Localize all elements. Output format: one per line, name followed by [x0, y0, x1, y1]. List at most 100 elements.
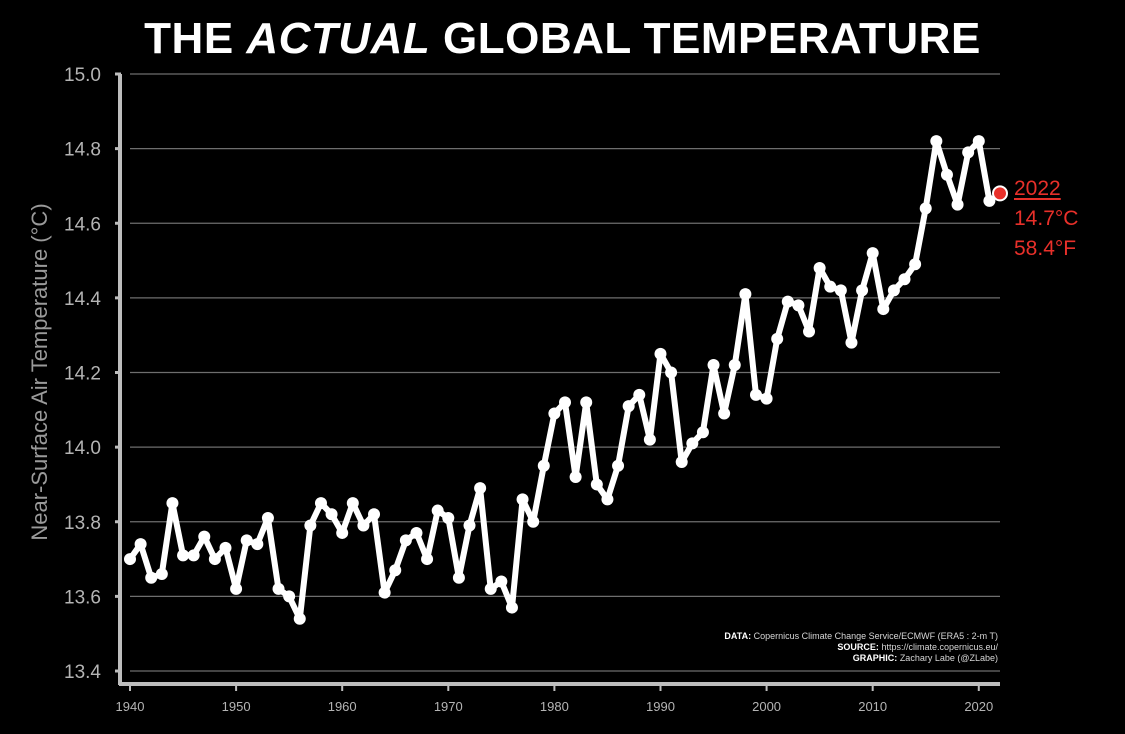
data-point — [314, 497, 327, 510]
y-tick-label: 14.8 — [64, 140, 101, 161]
data-point — [707, 359, 720, 372]
data-point — [696, 426, 709, 439]
data-point — [887, 284, 900, 297]
data-point — [877, 303, 890, 316]
data-point — [389, 564, 402, 577]
x-tick-label: 2010 — [858, 699, 887, 714]
grid-lines — [115, 72, 1000, 673]
data-point — [537, 459, 550, 472]
x-tick-labels: 1940 1950 1960 1970 1980 1990 2000 2010 2020 — [116, 684, 993, 714]
data-point — [951, 198, 964, 211]
data-point — [590, 478, 603, 491]
data-point — [336, 526, 349, 539]
title-pre: THE — [144, 14, 247, 63]
data-point — [824, 280, 837, 293]
data-point — [516, 493, 529, 506]
data-point — [559, 396, 571, 409]
annotation-fahrenheit: 58.4°F — [1014, 237, 1077, 260]
credit-source: SOURCE: https://climate.copernicus.eu/ — [724, 642, 998, 653]
data-point — [463, 519, 476, 532]
data-point — [983, 194, 996, 207]
credit-data-label: DATA: — [724, 631, 752, 641]
data-point — [442, 512, 455, 525]
chart-title: THE ACTUAL GLOBAL TEMPERATURE — [0, 14, 1125, 64]
data-point — [919, 202, 932, 215]
y-axis-label: Near-Surface Air Temperature (°C) — [27, 203, 52, 540]
data-point — [813, 262, 826, 275]
data-point — [293, 612, 306, 625]
data-point — [410, 526, 423, 539]
x-tick-label: 1960 — [328, 699, 357, 714]
annotation-2022: 2022 14.7°C 58.4°F — [1014, 174, 1078, 264]
data-point — [633, 388, 646, 401]
x-tick-label: 1980 — [540, 699, 569, 714]
data-point — [686, 437, 699, 450]
credit-data: DATA: Copernicus Climate Change Service/… — [724, 631, 998, 642]
data-point — [484, 582, 497, 595]
data-point — [219, 541, 232, 554]
data-point — [166, 497, 179, 510]
data-point — [856, 284, 869, 297]
x-tick-label: 1940 — [116, 699, 145, 714]
x-tick-label: 1990 — [646, 699, 675, 714]
annotation-celsius: 14.7°C — [1014, 207, 1079, 230]
data-point — [972, 135, 985, 148]
data-point — [643, 433, 656, 446]
x-tick-label: 2000 — [752, 699, 781, 714]
data-point — [866, 247, 879, 260]
data-point — [431, 504, 444, 517]
data-point — [283, 590, 296, 603]
data-point — [781, 295, 794, 308]
data-point — [155, 567, 168, 580]
data-point — [368, 508, 381, 521]
highlight-2022 — [992, 185, 1008, 202]
data-point — [675, 456, 688, 469]
title-post: GLOBAL TEMPERATURE — [430, 14, 981, 63]
data-point — [187, 549, 200, 562]
data-point — [240, 534, 253, 547]
axes — [118, 74, 1000, 686]
data-point — [272, 582, 285, 595]
data-point — [569, 470, 582, 483]
y-tick-label: 14.4 — [64, 289, 101, 310]
data-point — [452, 571, 465, 584]
y-tick-label: 14.2 — [64, 364, 101, 385]
data-point — [654, 347, 667, 360]
data-point — [909, 258, 922, 271]
data-point — [792, 299, 805, 312]
data-point — [898, 273, 911, 286]
x-tick-label: 1970 — [434, 699, 463, 714]
data-point — [251, 538, 264, 551]
credit-graphic-label: GRAPHIC: — [852, 653, 898, 663]
data-point — [845, 336, 858, 349]
data-point — [601, 493, 614, 506]
temperature-series — [124, 135, 996, 625]
data-point — [760, 392, 773, 405]
data-point — [728, 359, 741, 372]
highlight-point — [992, 185, 1008, 202]
annotation-year: 2022 — [1014, 177, 1061, 200]
data-point — [304, 519, 317, 532]
data-point — [124, 553, 136, 566]
y-tick-labels: 13.4 13.6 13.8 14.0 14.2 14.4 14.6 14.8 15.0 — [64, 65, 101, 683]
data-point — [962, 146, 975, 159]
data-point — [930, 135, 943, 148]
y-tick-label: 14.6 — [64, 214, 101, 235]
data-point — [346, 497, 359, 510]
data-point — [718, 407, 731, 420]
data-point — [739, 288, 752, 301]
credit-graphic: GRAPHIC: Zachary Labe (@ZLabe) — [724, 653, 998, 664]
x-tick-label: 1950 — [222, 699, 251, 714]
data-point — [230, 582, 243, 595]
data-point — [612, 459, 625, 472]
data-point — [495, 575, 508, 588]
data-point — [378, 586, 391, 599]
temperature-line — [127, 138, 993, 622]
data-point — [749, 388, 762, 401]
data-point — [622, 400, 635, 413]
title-emphasis: ACTUAL — [246, 14, 431, 63]
credit-source-label: SOURCE: — [837, 642, 879, 652]
y-tick-label: 13.6 — [64, 587, 101, 608]
credits: DATA: Copernicus Climate Change Service/… — [724, 631, 998, 664]
